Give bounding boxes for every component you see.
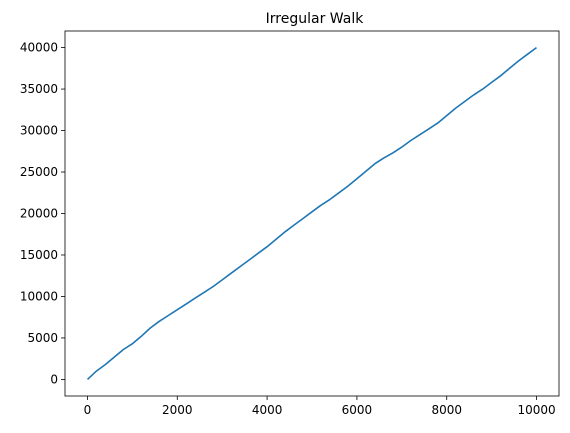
x-tick-label: 4000 (252, 403, 283, 417)
y-tick-label: 40000 (20, 41, 58, 55)
y-axis: 0 5000 10000 15000 20000 25000 30000 35000 40000 (20, 41, 65, 386)
x-tick-label: 8000 (431, 403, 462, 417)
y-tick-label: 10000 (20, 289, 58, 303)
y-tick-label: 0 (50, 372, 58, 386)
y-tick-label: 25000 (20, 165, 58, 179)
chart-title: Irregular Walk (266, 11, 365, 27)
y-tick-label: 35000 (20, 82, 58, 96)
x-tick-label: 10000 (517, 403, 555, 417)
x-tick-label: 6000 (342, 403, 373, 417)
x-axis: 0 2000 4000 6000 8000 10000 (84, 396, 556, 417)
x-tick-label: 0 (84, 403, 92, 417)
y-tick-label: 5000 (27, 331, 58, 345)
series-line-0 (86, 46, 537, 380)
x-tick-label: 2000 (162, 403, 193, 417)
y-tick-label: 20000 (20, 207, 58, 221)
series-group (86, 46, 537, 380)
y-tick-label: 15000 (20, 248, 58, 262)
y-tick-label: 30000 (20, 124, 58, 138)
plot-frame (64, 30, 560, 397)
